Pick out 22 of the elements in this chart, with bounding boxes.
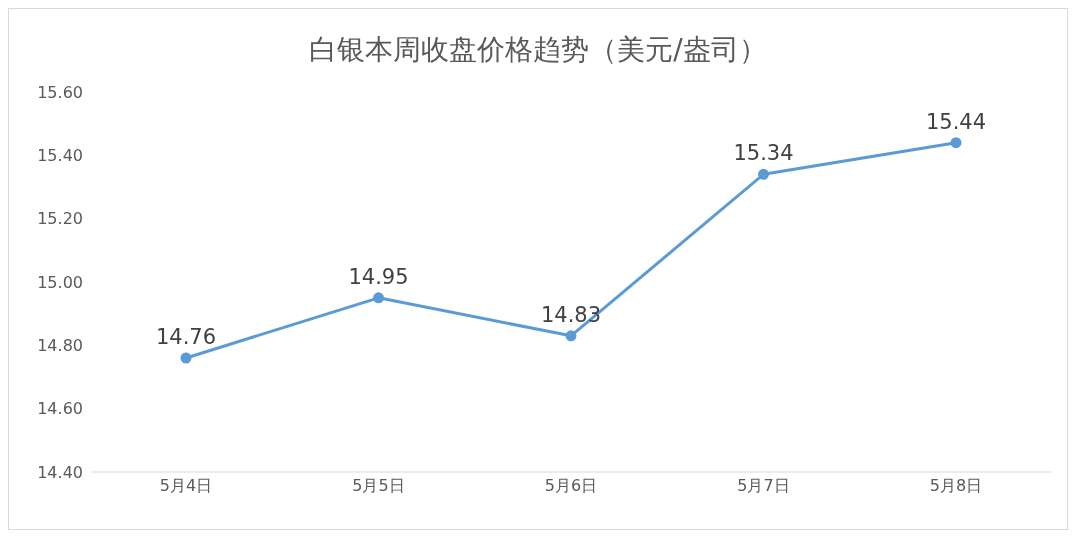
y-tick-label: 15.40: [37, 146, 83, 166]
y-tick-label: 15.00: [37, 272, 83, 292]
x-tick-label: 5月5日: [352, 476, 405, 496]
point: [565, 330, 577, 342]
y-tick-label: 15.60: [37, 82, 83, 102]
point: [180, 352, 192, 364]
point: [373, 292, 384, 304]
data-label: 15.44: [925, 109, 987, 134]
x-tick-label: 5月8日: [929, 476, 983, 496]
y-tick-label: 14.60: [37, 399, 83, 419]
point: [950, 137, 962, 149]
y-tick-label: 14.80: [37, 336, 83, 356]
data-label: 15.34: [733, 141, 794, 166]
chart-title: 白银本周收盘价格趋势（美元/盎司）: [308, 32, 768, 67]
data-label: 14.95: [348, 264, 409, 289]
y-tick-label: 15.20: [37, 209, 83, 229]
x-tick-label: 5月7日: [737, 476, 790, 496]
y-tick-label: 14.40: [37, 462, 83, 482]
x-tick-label: 5月6日: [544, 476, 598, 496]
data-label: 14.76: [155, 325, 217, 349]
x-tick-label: 5月4日: [159, 476, 213, 496]
point: [758, 168, 769, 180]
